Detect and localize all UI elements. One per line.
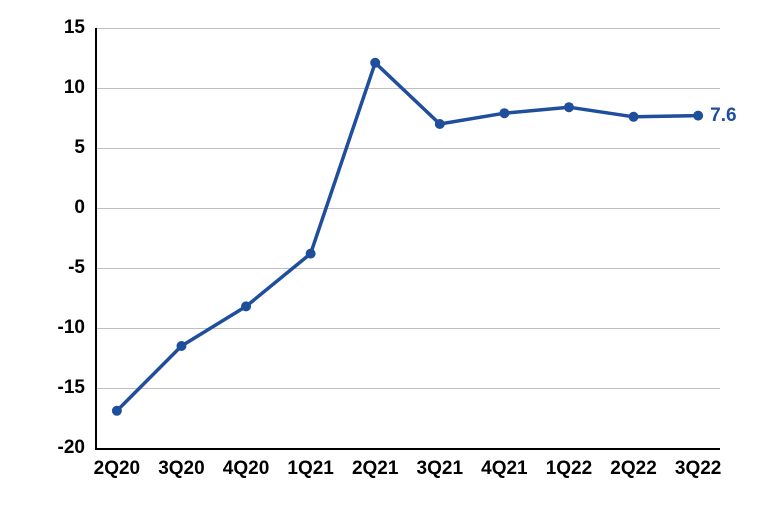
data-point <box>306 249 316 259</box>
data-point <box>176 341 186 351</box>
end-data-label: 7.6 <box>710 105 736 127</box>
data-point <box>629 112 639 122</box>
data-point <box>241 301 251 311</box>
data-point <box>435 119 445 129</box>
data-point <box>564 102 574 112</box>
data-point <box>499 108 509 118</box>
line-chart: -20-15-10-50510152Q203Q204Q201Q212Q213Q2… <box>0 0 768 512</box>
data-point <box>112 406 122 416</box>
chart-svg <box>0 0 768 512</box>
data-point <box>693 111 703 121</box>
data-point <box>370 58 380 68</box>
series-line <box>117 63 698 411</box>
